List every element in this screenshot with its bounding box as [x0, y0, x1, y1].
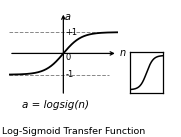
Text: n: n [119, 48, 126, 58]
Text: +1: +1 [66, 28, 78, 37]
Text: a: a [65, 12, 71, 22]
Text: Log-Sigmoid Transfer Function: Log-Sigmoid Transfer Function [2, 127, 145, 136]
Text: -1: -1 [66, 70, 74, 79]
Text: a = logsig(n): a = logsig(n) [22, 100, 89, 110]
Text: 0: 0 [66, 53, 71, 62]
